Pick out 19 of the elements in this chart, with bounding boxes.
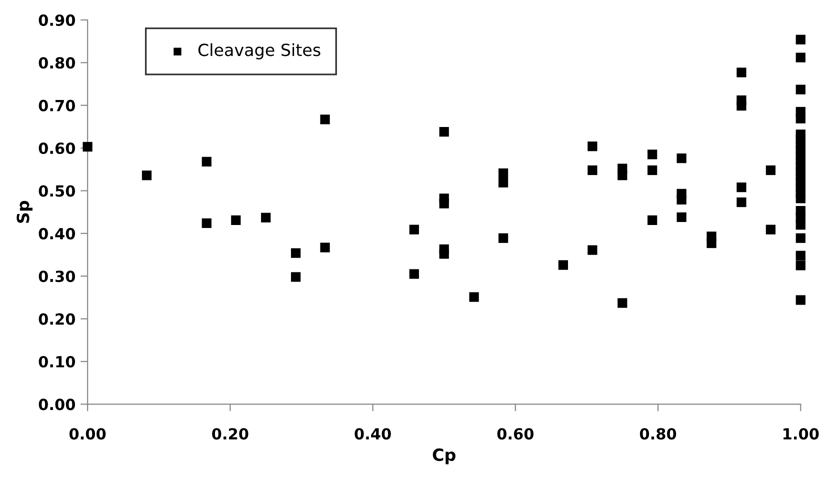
- y-tick-label: 0.60: [38, 142, 76, 154]
- legend-label: Cleavage Sites: [198, 43, 320, 60]
- y-tick-label: 0.00: [38, 398, 76, 410]
- y-tick-label: 0.20: [38, 313, 76, 325]
- x-tick-label: 0.60: [497, 428, 534, 440]
- x-tick-label: 0.20: [212, 428, 248, 440]
- y-tick-label: 0.30: [38, 270, 76, 282]
- y-tick-label: 0.50: [38, 185, 76, 197]
- y-tick-label: 0.10: [38, 356, 76, 368]
- x-tick-label: 0.80: [640, 428, 676, 440]
- y-tick-label: 0.70: [38, 100, 76, 112]
- y-tick-label: 0.40: [38, 228, 76, 240]
- x-tick-label: 1.00: [784, 428, 819, 440]
- x-tick-label: 0.00: [69, 428, 106, 440]
- y-axis-title: Sp: [16, 200, 33, 223]
- x-tick-label: 0.40: [354, 428, 391, 440]
- x-axis-title: Cp: [432, 448, 456, 464]
- y-tick-label: 0.80: [38, 57, 76, 69]
- y-tick-label: 0.90: [38, 14, 76, 26]
